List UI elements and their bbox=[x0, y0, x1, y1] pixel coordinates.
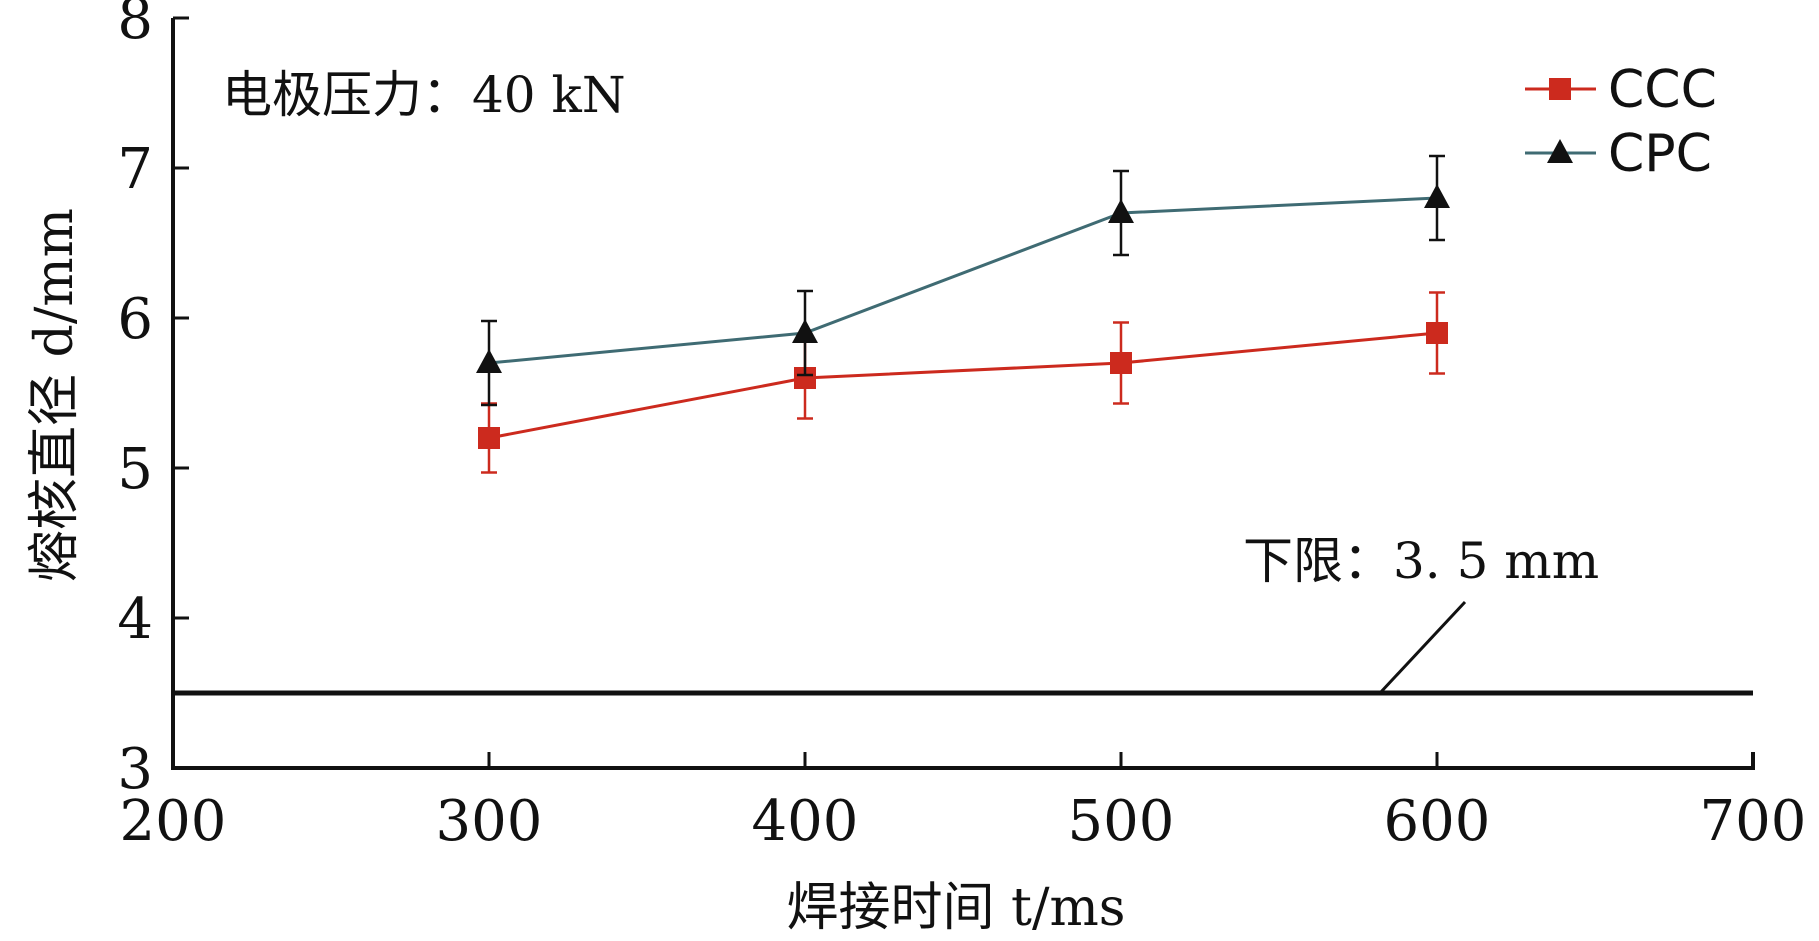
x-axis-title: 焊接时间 t/ms bbox=[787, 878, 1126, 938]
series-cpc bbox=[476, 154, 1450, 407]
reference-line-group bbox=[173, 600, 1753, 696]
series-line-cpc bbox=[488, 196, 1438, 365]
data-point-cpc bbox=[476, 349, 502, 373]
x-tick-label: 200 bbox=[120, 789, 227, 854]
y-tick-label: 4 bbox=[117, 587, 153, 652]
data-point-cpc bbox=[1108, 199, 1134, 223]
series-ccc bbox=[478, 291, 1448, 474]
y-tick-label: 8 bbox=[117, 0, 153, 52]
legend-label-ccc: CCC bbox=[1608, 60, 1717, 120]
axis-frame bbox=[171, 18, 1755, 770]
legend-marker-cpc bbox=[1547, 139, 1573, 163]
annotation-text: 电极压力：40 kN bbox=[222, 66, 626, 124]
x-axis-ticks: 200 300 400 500 600 700 bbox=[120, 752, 1807, 854]
y-axis-ticks: 3 4 5 6 7 8 bbox=[117, 0, 189, 802]
y-tick-label: 3 bbox=[117, 737, 153, 802]
y-tick-label: 7 bbox=[117, 137, 153, 202]
series-group bbox=[476, 154, 1450, 474]
y-axis-title: 熔核直径 d/mm bbox=[25, 208, 85, 582]
data-point-cpc bbox=[1424, 184, 1450, 208]
x-tick-label: 300 bbox=[436, 789, 543, 854]
data-point-ccc bbox=[1110, 352, 1132, 374]
x-tick-label: 500 bbox=[1068, 789, 1175, 854]
reference-line-label: 下限：3. 5 mm bbox=[1243, 532, 1599, 590]
data-point-cpc bbox=[792, 319, 818, 343]
x-tick-label: 600 bbox=[1384, 789, 1491, 854]
axes bbox=[171, 18, 1755, 770]
y-tick-label: 6 bbox=[117, 287, 153, 352]
legend-label-cpc: CPC bbox=[1608, 124, 1712, 184]
series-line-ccc bbox=[488, 331, 1438, 440]
y-tick-label: 5 bbox=[117, 437, 153, 502]
data-point-ccc bbox=[794, 367, 816, 389]
data-point-ccc bbox=[1426, 322, 1448, 344]
legend-marker-ccc bbox=[1549, 78, 1571, 100]
reference-line-leader bbox=[1378, 600, 1467, 695]
x-tick-label: 400 bbox=[752, 789, 859, 854]
x-tick-label: 700 bbox=[1700, 789, 1807, 854]
data-point-ccc bbox=[478, 427, 500, 449]
